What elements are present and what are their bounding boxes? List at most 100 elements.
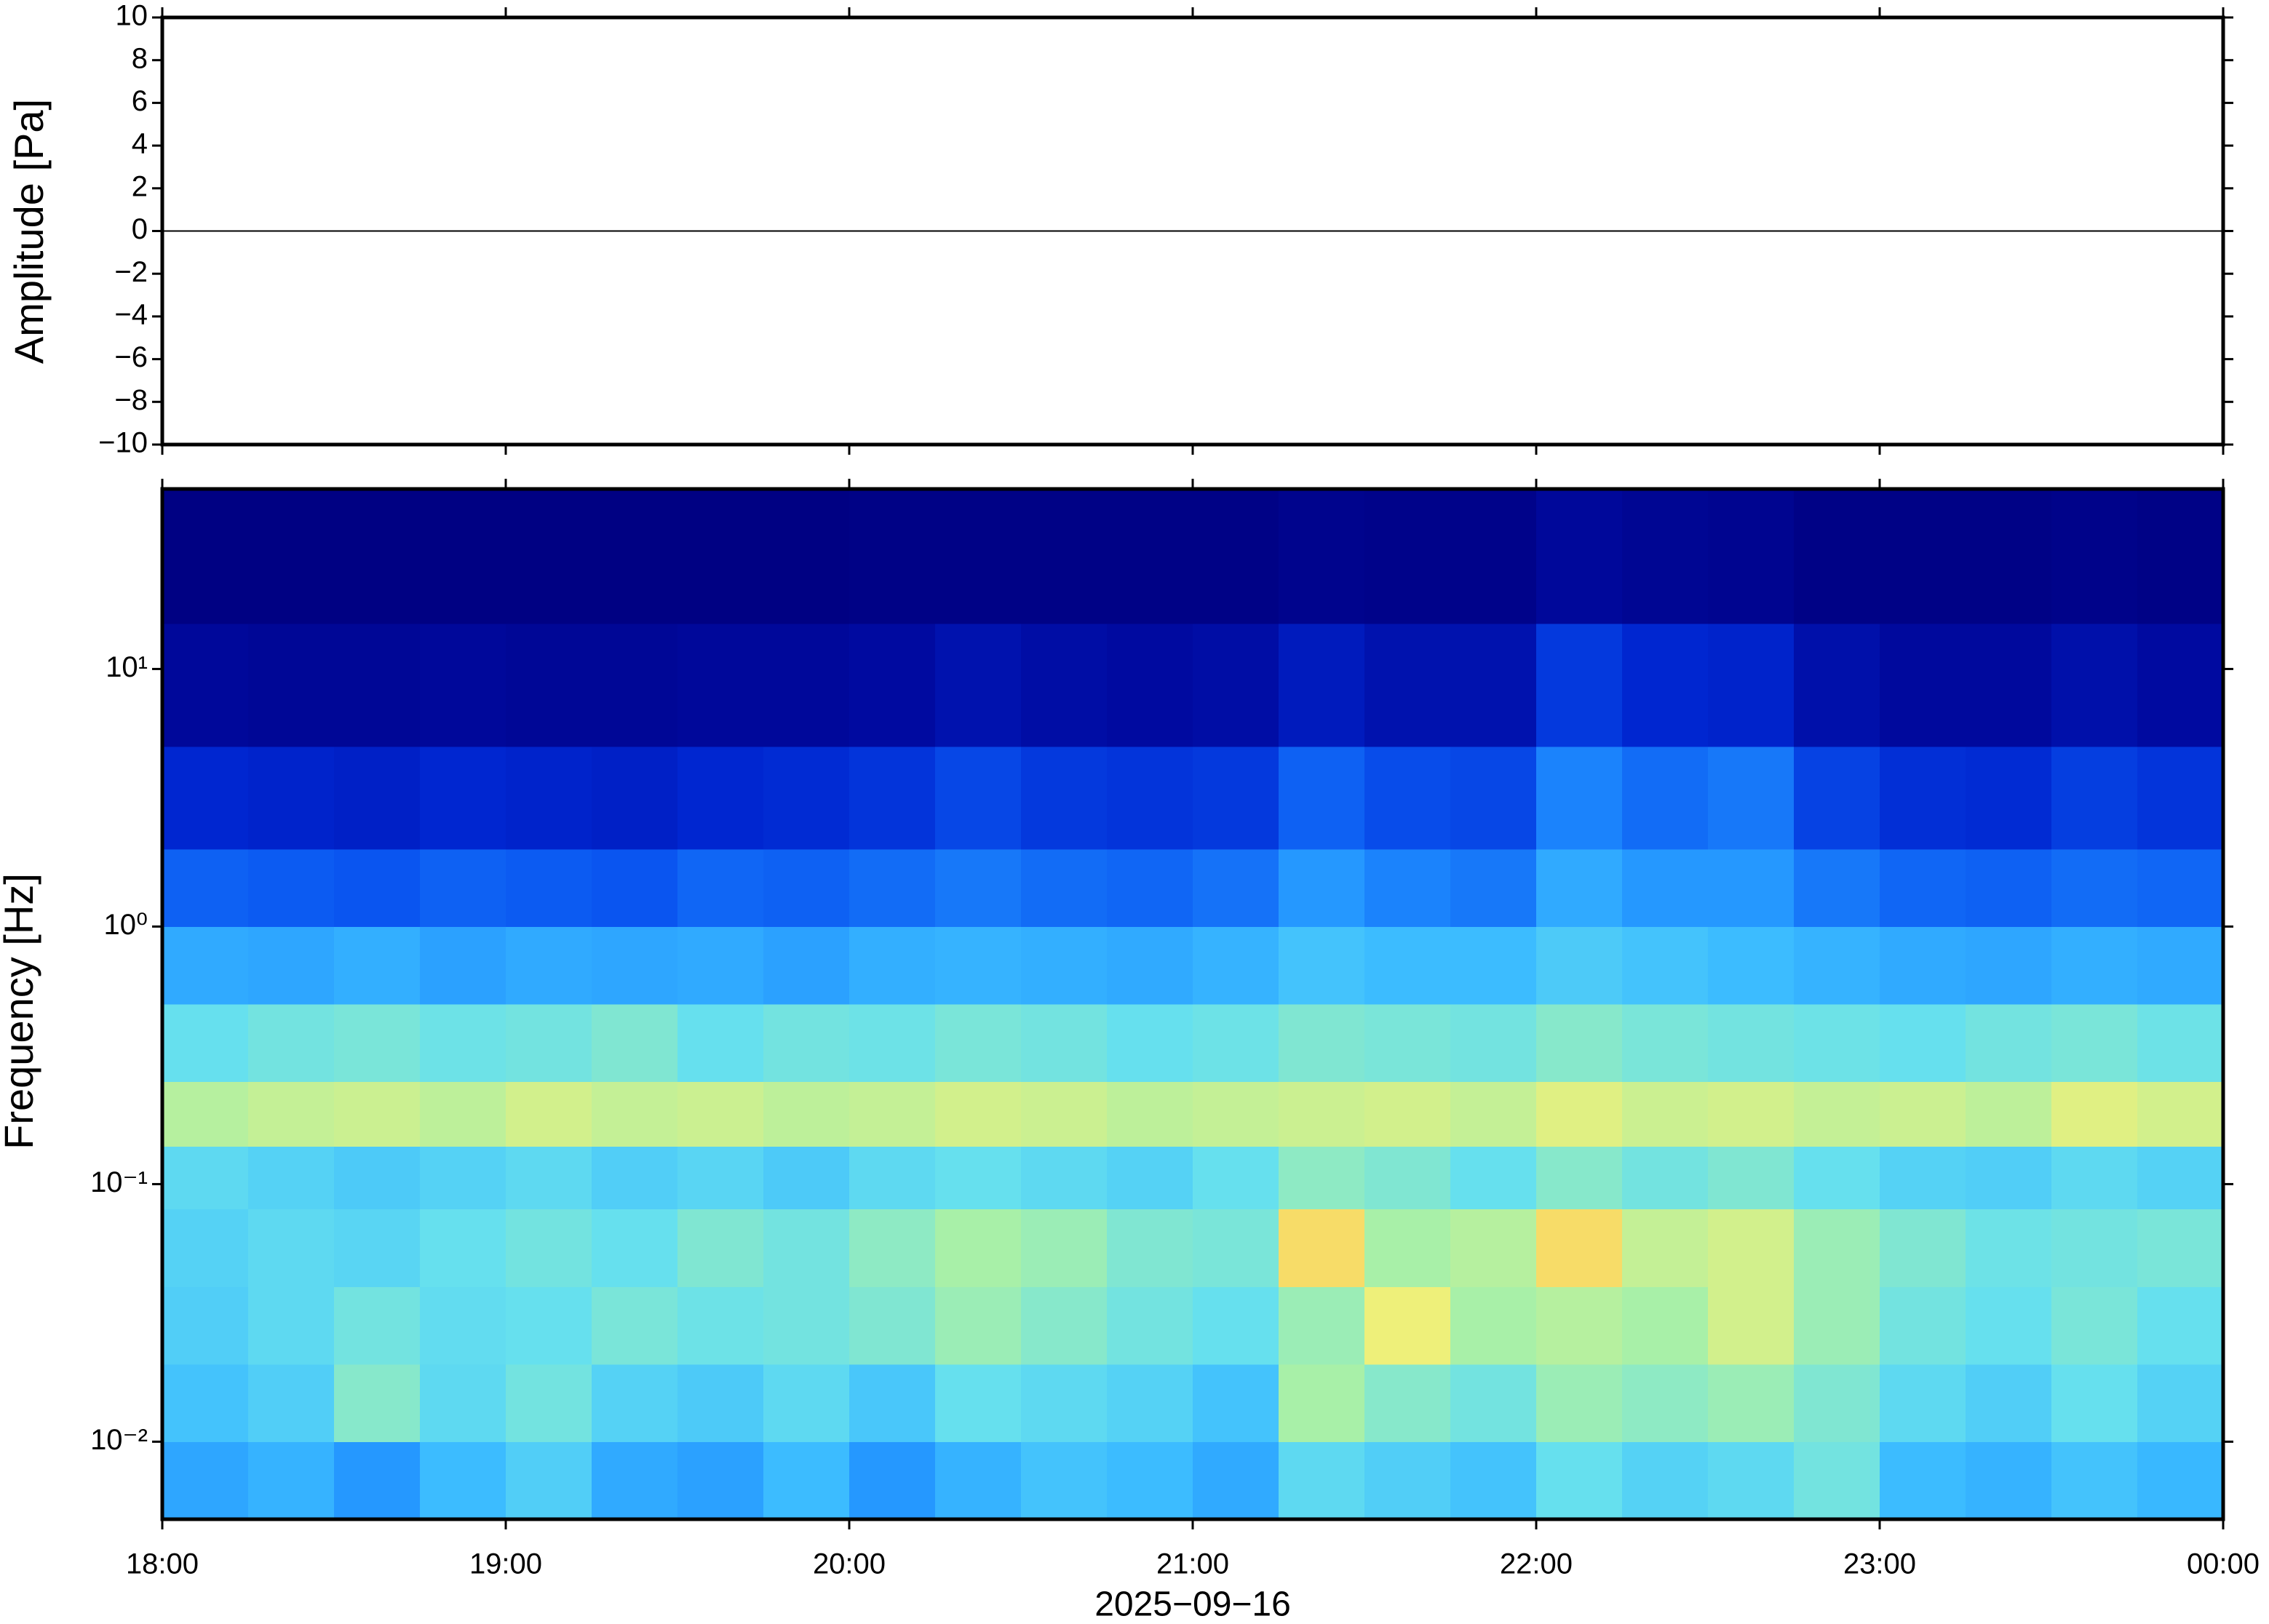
spectrogram-cell xyxy=(1364,1004,1451,1083)
spectrogram-cell xyxy=(1622,1004,1709,1083)
spectrogram-cell xyxy=(1966,624,2052,747)
spectrogram-cell xyxy=(763,1209,850,1287)
spectrogram-cell xyxy=(1107,926,1193,1005)
spectrogram-cell xyxy=(1107,1209,1193,1287)
spectrogram-cell xyxy=(1708,1004,1795,1083)
spectrogram-cell xyxy=(1450,1364,1537,1442)
spectrogram-cell xyxy=(1794,1081,1880,1147)
spectrogram-cell xyxy=(1536,1286,1623,1365)
spectrogram-cell xyxy=(1364,926,1451,1005)
spectrogram-cell xyxy=(677,1364,764,1442)
spectrogram-cell xyxy=(1107,1081,1193,1147)
spectrogram-cell xyxy=(1279,1004,1365,1083)
spectrogram-cell xyxy=(1021,1209,1108,1287)
y-tick-label: −8 xyxy=(114,384,148,416)
spectrogram-cell xyxy=(334,1081,421,1147)
spectrogram-cell xyxy=(248,848,335,927)
spectrogram-cell xyxy=(677,624,764,747)
spectrogram-cell xyxy=(1279,1209,1365,1287)
spectrogram-cell xyxy=(1364,489,1451,624)
spectrogram-cell xyxy=(1622,624,1709,747)
spectrogram-cell xyxy=(1708,1146,1795,1210)
spectrogram-cell xyxy=(420,926,506,1005)
spectrogram-cell xyxy=(420,624,506,747)
spectrogram-cell xyxy=(1364,848,1451,927)
spectrogram-cell xyxy=(1450,1004,1537,1083)
spectrogram-cell xyxy=(1193,1364,1279,1442)
spectrogram-cell xyxy=(2137,489,2224,624)
x-tick-label: 19:00 xyxy=(469,1548,542,1580)
spectrogram-cell xyxy=(763,624,850,747)
spectrogram-cell xyxy=(849,848,936,927)
y-tick-label: 4 xyxy=(132,128,148,160)
spectrogram-cell xyxy=(1107,489,1193,624)
spectrogram-cell xyxy=(849,926,936,1005)
spectrogram-cell xyxy=(1966,848,2052,927)
spectrogram-cell xyxy=(1880,926,1966,1005)
spectrogram-cell xyxy=(248,1286,335,1365)
spectrogram-cell xyxy=(420,1441,506,1520)
spectrogram-cell xyxy=(1966,747,2052,850)
spectrogram-cell xyxy=(1450,926,1537,1005)
spectrogram-cell xyxy=(1279,926,1365,1005)
spectrogram-cell xyxy=(2137,926,2224,1005)
spectrogram-cell xyxy=(849,1441,936,1520)
spectrogram-cell xyxy=(935,1441,1022,1520)
spectrogram-cell xyxy=(506,1286,592,1365)
spectrogram-cell xyxy=(1364,1146,1451,1210)
spectrogram-cell xyxy=(248,747,335,850)
y-tick-label: 8 xyxy=(132,42,148,74)
spectrogram-cell xyxy=(506,1146,592,1210)
spectrogram-cell xyxy=(1622,1209,1709,1287)
spectrogram-cell xyxy=(1279,747,1365,850)
y-tick-label: 6 xyxy=(132,85,148,117)
spectrogram-cell xyxy=(1021,1286,1108,1365)
spectrogram-cell xyxy=(1708,624,1795,747)
spectrogram-cell xyxy=(162,489,249,624)
spectrogram-cell xyxy=(1193,926,1279,1005)
spectrogram-cell xyxy=(1536,1004,1623,1083)
spectrogram-cell xyxy=(1536,1364,1623,1442)
spectrogram-cell xyxy=(935,848,1022,927)
spectrogram-cell xyxy=(1794,1209,1880,1287)
spectrogram-cell xyxy=(2137,1081,2224,1147)
spectrogram-cell xyxy=(677,1081,764,1147)
spectrogram-cell xyxy=(420,848,506,927)
spectrogram-cell xyxy=(2137,1004,2224,1083)
x-tick-label: 21:00 xyxy=(1156,1548,1229,1580)
spectrogram-cell xyxy=(1622,1364,1709,1442)
spectrogram-cell xyxy=(763,747,850,850)
spectrogram-cell xyxy=(2051,1209,2138,1287)
spectrogram-cell xyxy=(2051,1286,2138,1365)
spectrogram-cell xyxy=(2051,926,2138,1005)
spectrogram-cell xyxy=(162,747,249,850)
spectrogram-cell xyxy=(420,747,506,850)
spectrogram-cell xyxy=(677,1004,764,1083)
spectrogram-cell xyxy=(2051,1364,2138,1442)
spectrogram-cell xyxy=(2051,1441,2138,1520)
spectrogram-cell xyxy=(334,1364,421,1442)
spectrogram-cell xyxy=(935,926,1022,1005)
spectrogram-cell xyxy=(592,1209,678,1287)
spectrogram-cell xyxy=(1364,1081,1451,1147)
spectrogram-cell xyxy=(1536,747,1623,850)
spectrogram-cell xyxy=(2137,1146,2224,1210)
spectrogram-cell xyxy=(162,1146,249,1210)
spectrogram-cell xyxy=(1193,624,1279,747)
spectrogram-cell xyxy=(2051,747,2138,850)
spectrogram-cell xyxy=(849,624,936,747)
y-tick-label: 2 xyxy=(132,170,148,202)
spectrogram-cell xyxy=(506,1209,592,1287)
spectrogram-cell xyxy=(1708,1081,1795,1147)
spectrogram-cell xyxy=(849,1004,936,1083)
spectrogram-cell xyxy=(592,926,678,1005)
spectrogram-cell xyxy=(162,1364,249,1442)
spectrogram-cell xyxy=(677,1146,764,1210)
spectrogram-cell xyxy=(420,489,506,624)
spectrogram-cell xyxy=(763,1286,850,1365)
y-tick-label: −6 xyxy=(114,341,148,373)
spectrogram-cell xyxy=(1279,1146,1365,1210)
spectrogram-cell xyxy=(763,1441,850,1520)
spectrogram-cell xyxy=(1364,624,1451,747)
spectrogram-cell xyxy=(1536,926,1623,1005)
